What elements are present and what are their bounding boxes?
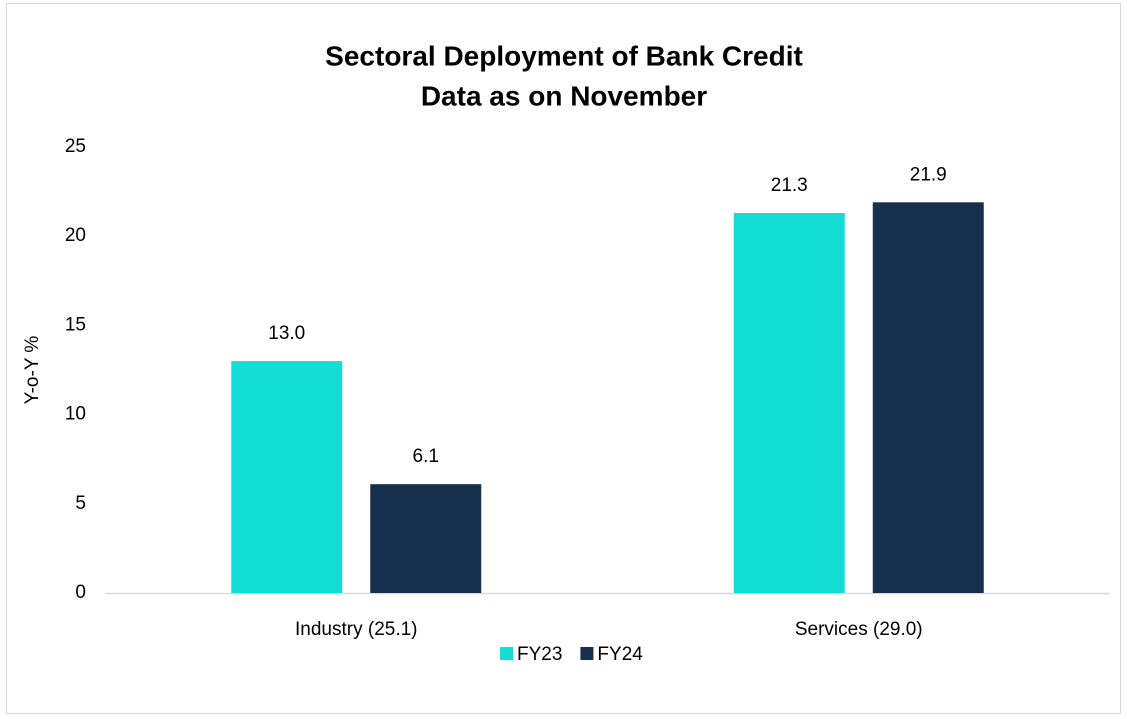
- legend-swatch: [500, 647, 513, 660]
- chart-subtitle: Data as on November: [421, 80, 707, 111]
- data-label: 21.3: [771, 175, 808, 196]
- data-label: 21.9: [910, 164, 947, 185]
- chart-title: Sectoral Deployment of Bank Credit: [325, 40, 803, 71]
- x-tick-label: Services (29.0): [795, 619, 923, 640]
- y-axis-label: Y-o-Y %: [22, 336, 43, 405]
- legend-label: FY24: [597, 644, 643, 665]
- y-tick-label: 20: [65, 225, 86, 246]
- legend-swatch: [580, 647, 594, 660]
- y-tick-label: 0: [75, 582, 86, 603]
- bar: [733, 213, 845, 593]
- y-tick-label: 10: [65, 404, 86, 425]
- x-tick-label: Industry (25.1): [295, 619, 418, 640]
- data-label: 6.1: [413, 446, 439, 467]
- y-tick-label: 5: [75, 493, 86, 514]
- bar: [872, 202, 984, 593]
- data-label: 13.0: [268, 323, 305, 344]
- y-tick-label: 25: [65, 136, 86, 157]
- bar: [370, 484, 482, 593]
- legend-label: FY23: [517, 644, 562, 665]
- bar: [231, 361, 343, 593]
- y-tick-label: 15: [65, 314, 86, 335]
